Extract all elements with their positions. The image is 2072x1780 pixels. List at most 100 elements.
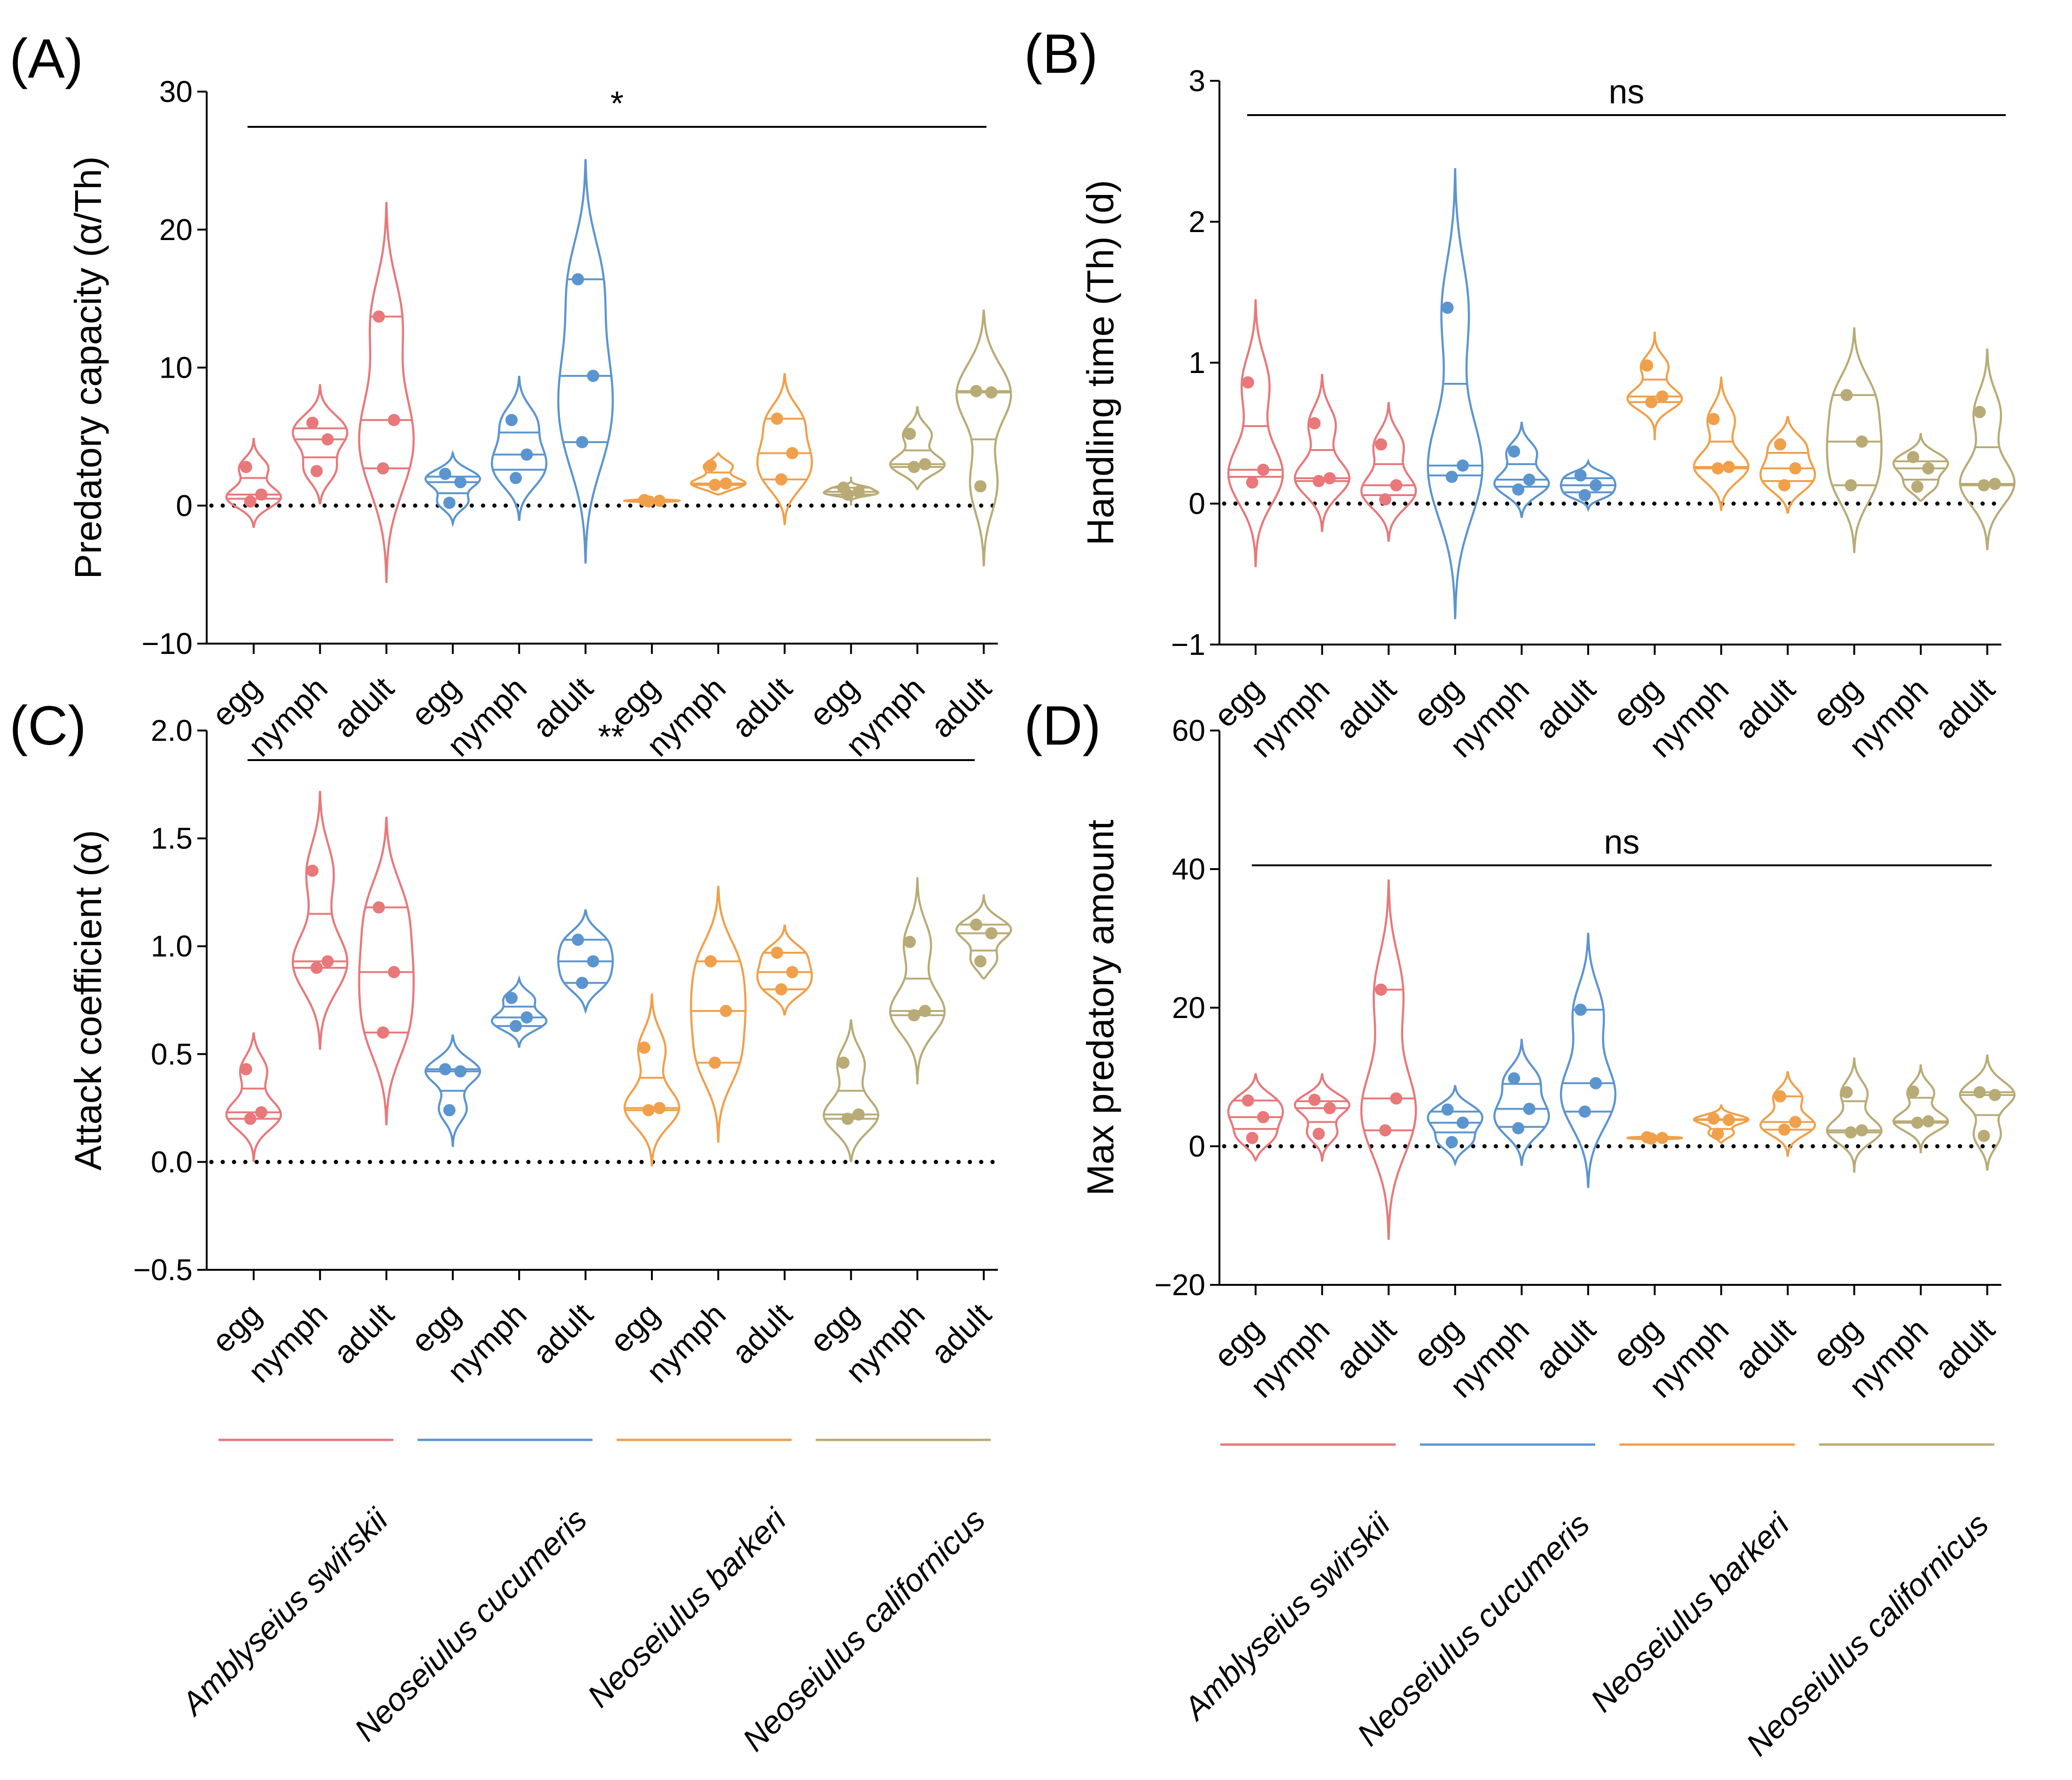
data-point <box>1911 1116 1924 1129</box>
species-label: Amblyseius swirskii <box>174 1501 396 1723</box>
violin-outline <box>1626 331 1683 440</box>
data-point <box>520 1011 533 1024</box>
data-point <box>377 462 389 474</box>
violin-outline <box>1892 433 1949 502</box>
data-point <box>1390 1092 1403 1105</box>
violin-outline <box>889 406 946 491</box>
data-point <box>576 436 589 449</box>
panel-label: (A) <box>9 28 83 90</box>
data-point <box>520 448 533 461</box>
data-point <box>1578 489 1591 501</box>
violin-group-adult: adult <box>924 894 1012 1371</box>
violin-outline <box>1294 373 1350 532</box>
violin-group-nymph: nymph <box>241 384 349 763</box>
data-point <box>572 273 584 286</box>
data-point <box>1441 1103 1454 1116</box>
data-point <box>240 1063 252 1075</box>
data-point <box>1375 983 1387 996</box>
y-tick-label: 30 <box>159 75 193 109</box>
y-tick-label: 1 <box>1188 346 1205 380</box>
data-point <box>587 370 599 382</box>
x-tick-label: adult <box>1329 1312 1403 1386</box>
data-point <box>1978 479 1990 491</box>
y-tick-label: 20 <box>159 213 193 247</box>
violin-outline <box>690 886 747 1143</box>
y-tick-label: −20 <box>1154 1268 1205 1302</box>
data-point <box>255 1106 268 1119</box>
violin-group-adult: adult <box>526 159 614 745</box>
violin-outline <box>1892 1064 1949 1153</box>
violin-outline <box>1227 299 1284 567</box>
data-point <box>1379 493 1391 505</box>
data-point <box>454 1065 467 1078</box>
violin-outline <box>690 451 747 496</box>
data-point <box>908 1009 920 1022</box>
violin-group-egg: egg <box>1606 1131 1684 1375</box>
violin-group-nymph: nymph <box>1842 433 1949 764</box>
data-point <box>1574 1003 1587 1016</box>
violin-outline <box>1360 402 1417 542</box>
significance-label: * <box>610 85 623 123</box>
data-point <box>653 1102 666 1114</box>
data-point <box>1508 445 1521 458</box>
panel-d: (D)Max predatory amount−200204060nseggny… <box>1024 695 2016 1763</box>
violin-outline <box>955 309 1012 567</box>
data-point <box>1445 1136 1458 1149</box>
x-tick-label: adult <box>1728 671 1802 746</box>
data-point <box>1774 1090 1786 1103</box>
y-tick-label: 2.0 <box>151 714 193 747</box>
data-point <box>775 983 788 996</box>
data-point <box>1723 1113 1735 1126</box>
violin-outline <box>490 975 548 1048</box>
data-point <box>1656 390 1668 403</box>
data-point <box>1645 396 1658 408</box>
y-tick-label: 10 <box>159 351 193 385</box>
y-tick-label: 1.5 <box>151 822 193 855</box>
data-point <box>852 485 865 498</box>
data-point <box>1712 462 1724 474</box>
violin-outline <box>1493 421 1550 518</box>
x-tick-label: adult <box>526 1297 600 1371</box>
data-point <box>1242 1094 1254 1107</box>
data-point <box>1774 438 1786 451</box>
data-point <box>771 412 784 425</box>
data-point <box>1723 461 1735 473</box>
data-point <box>587 955 599 968</box>
violin-group-egg: egg <box>1406 168 1484 734</box>
violin-outline <box>1826 327 1883 553</box>
data-point <box>1922 462 1935 474</box>
data-point <box>510 1020 522 1033</box>
violin-group-egg: egg <box>1207 299 1284 734</box>
violin-group-egg: egg <box>404 450 481 733</box>
data-point <box>372 901 385 914</box>
data-point <box>1246 476 1258 489</box>
violin-group-adult: adult <box>1927 348 2016 746</box>
violin-group-egg: egg <box>603 994 681 1360</box>
data-point <box>388 414 400 427</box>
violin-outline <box>623 994 681 1166</box>
data-point <box>919 1004 931 1017</box>
data-point <box>505 414 518 427</box>
data-point <box>1308 1094 1321 1106</box>
panel-label: (B) <box>1024 23 1098 85</box>
data-point <box>1845 479 1857 491</box>
data-point <box>852 1108 865 1121</box>
data-point <box>1988 478 2001 490</box>
data-point <box>388 966 400 979</box>
data-point <box>974 480 987 493</box>
violin-outline <box>424 450 481 528</box>
data-point <box>1855 435 1868 448</box>
data-point <box>1323 472 1336 484</box>
data-point <box>439 467 451 480</box>
data-point <box>240 461 252 473</box>
significance-label: ns <box>1604 824 1639 861</box>
data-point <box>985 927 998 940</box>
data-point <box>720 477 732 490</box>
violin-outline <box>1427 168 1484 620</box>
data-point <box>1656 1132 1668 1144</box>
violin-outline <box>1692 376 1750 511</box>
data-point <box>908 461 920 473</box>
violin-group-egg: egg <box>1606 331 1683 734</box>
y-axis-label: Handling time (Th) (d) <box>1079 180 1121 545</box>
